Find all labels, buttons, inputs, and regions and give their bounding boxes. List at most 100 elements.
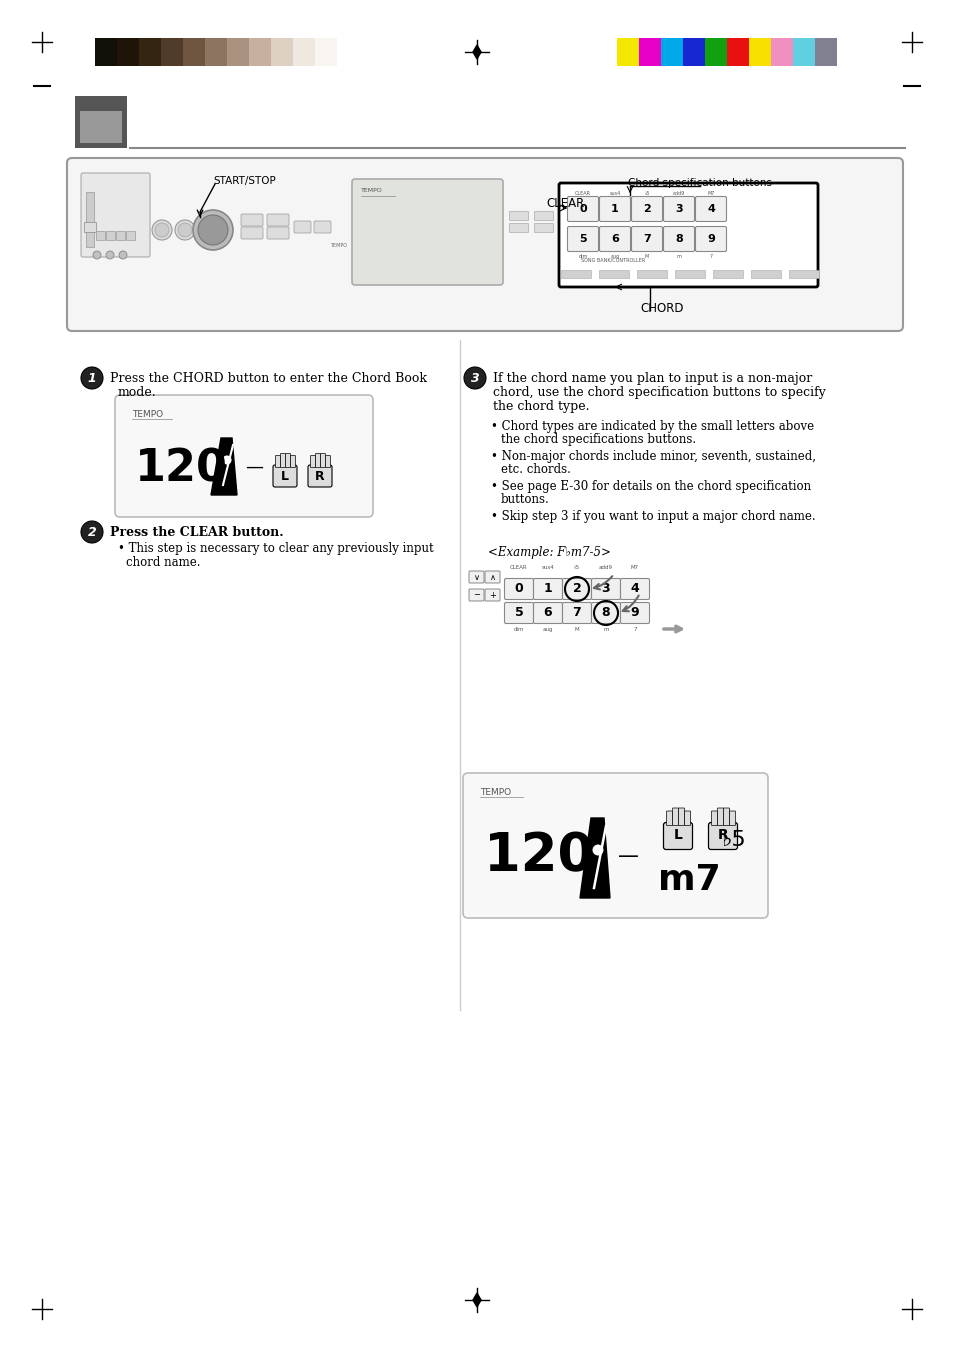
FancyBboxPatch shape (678, 808, 684, 825)
Text: buttons.: buttons. (500, 493, 549, 507)
Bar (161, 38, 183, 66)
Circle shape (119, 251, 127, 259)
Polygon shape (579, 817, 609, 898)
Circle shape (92, 251, 101, 259)
FancyBboxPatch shape (285, 454, 291, 467)
Text: sus4: sus4 (609, 190, 620, 196)
Text: If the chord name you plan to input is a non-major: If the chord name you plan to input is a… (493, 372, 811, 385)
Text: chord, use the chord specification buttons to specify: chord, use the chord specification butto… (493, 386, 825, 399)
Text: —: — (618, 846, 639, 866)
Bar (788, 270, 818, 278)
Text: 0: 0 (578, 204, 586, 213)
Bar (704, 38, 726, 66)
FancyBboxPatch shape (631, 227, 661, 251)
Text: 3: 3 (675, 204, 682, 213)
Text: M: M (644, 254, 648, 259)
Text: 1: 1 (88, 372, 96, 385)
Text: TEMPO: TEMPO (360, 188, 382, 193)
Text: 120: 120 (135, 447, 228, 490)
FancyBboxPatch shape (666, 811, 672, 825)
Circle shape (592, 844, 603, 857)
Text: L: L (281, 470, 289, 484)
Text: ♭5: ♭5 (720, 830, 745, 850)
Text: CLEAR: CLEAR (545, 197, 583, 209)
FancyBboxPatch shape (562, 603, 591, 624)
Text: +: + (489, 590, 496, 600)
Text: 1: 1 (543, 582, 552, 596)
Text: 4: 4 (706, 204, 714, 213)
Text: 7: 7 (709, 254, 712, 259)
FancyBboxPatch shape (267, 213, 289, 226)
FancyBboxPatch shape (662, 823, 692, 850)
FancyBboxPatch shape (567, 227, 598, 251)
Bar (95, 38, 117, 66)
Text: • Chord types are indicated by the small letters above: • Chord types are indicated by the small… (491, 420, 813, 434)
FancyBboxPatch shape (672, 808, 678, 825)
FancyBboxPatch shape (598, 196, 630, 222)
FancyBboxPatch shape (558, 182, 817, 286)
Text: add9: add9 (598, 565, 613, 570)
Text: the chord type.: the chord type. (493, 400, 589, 413)
Text: dim: dim (578, 254, 587, 259)
FancyBboxPatch shape (631, 196, 661, 222)
FancyBboxPatch shape (533, 603, 562, 624)
FancyBboxPatch shape (484, 589, 499, 601)
Text: sus4: sus4 (541, 565, 554, 570)
Bar (639, 38, 660, 66)
Text: SONG BANK/CONTROLLER: SONG BANK/CONTROLLER (580, 258, 644, 263)
Text: M7: M7 (630, 565, 639, 570)
FancyBboxPatch shape (469, 589, 483, 601)
FancyBboxPatch shape (504, 578, 533, 600)
Text: • See page E-30 for details on the chord specification: • See page E-30 for details on the chord… (491, 480, 810, 493)
Text: CLEAR: CLEAR (510, 565, 527, 570)
Text: CHORD: CHORD (639, 303, 682, 315)
Text: 0: 0 (514, 582, 523, 596)
Text: 5: 5 (578, 234, 586, 245)
FancyBboxPatch shape (662, 227, 694, 251)
Text: <Example: F♭m7-5>: <Example: F♭m7-5> (488, 546, 610, 559)
Circle shape (81, 367, 103, 389)
Bar (86, 192, 94, 247)
Text: 6: 6 (611, 234, 618, 245)
FancyBboxPatch shape (567, 196, 598, 222)
FancyBboxPatch shape (684, 811, 690, 825)
Circle shape (198, 215, 228, 245)
Bar (560, 270, 590, 278)
FancyBboxPatch shape (534, 212, 553, 220)
FancyBboxPatch shape (509, 223, 528, 232)
Text: Press the CLEAR button.: Press the CLEAR button. (110, 526, 283, 539)
Text: 120: 120 (483, 830, 594, 882)
Bar (617, 38, 639, 66)
FancyBboxPatch shape (619, 603, 649, 624)
FancyBboxPatch shape (291, 455, 295, 467)
FancyBboxPatch shape (275, 455, 280, 467)
Bar (293, 38, 314, 66)
FancyBboxPatch shape (115, 394, 373, 517)
Text: START/STOP: START/STOP (213, 176, 275, 186)
Text: m: m (602, 627, 608, 632)
Text: m: m (676, 254, 680, 259)
Bar (75, 96, 127, 149)
Bar (139, 38, 161, 66)
Polygon shape (473, 1293, 480, 1306)
FancyBboxPatch shape (591, 578, 619, 600)
FancyBboxPatch shape (241, 227, 263, 239)
Bar (770, 38, 792, 66)
Text: mode.: mode. (118, 386, 156, 399)
Bar (712, 270, 742, 278)
FancyBboxPatch shape (534, 223, 553, 232)
FancyBboxPatch shape (708, 823, 737, 850)
Text: Chord specification buttons: Chord specification buttons (627, 178, 771, 188)
Bar (660, 38, 682, 66)
FancyBboxPatch shape (314, 222, 331, 232)
Text: ♭5: ♭5 (643, 190, 649, 196)
FancyBboxPatch shape (294, 222, 311, 232)
Bar (750, 270, 781, 278)
Bar (314, 38, 336, 66)
Polygon shape (473, 45, 480, 59)
Bar (249, 38, 271, 66)
Text: the chord specifications buttons.: the chord specifications buttons. (500, 434, 696, 446)
Text: 8: 8 (675, 234, 682, 245)
Text: 9: 9 (706, 234, 714, 245)
Text: aug: aug (542, 627, 553, 632)
